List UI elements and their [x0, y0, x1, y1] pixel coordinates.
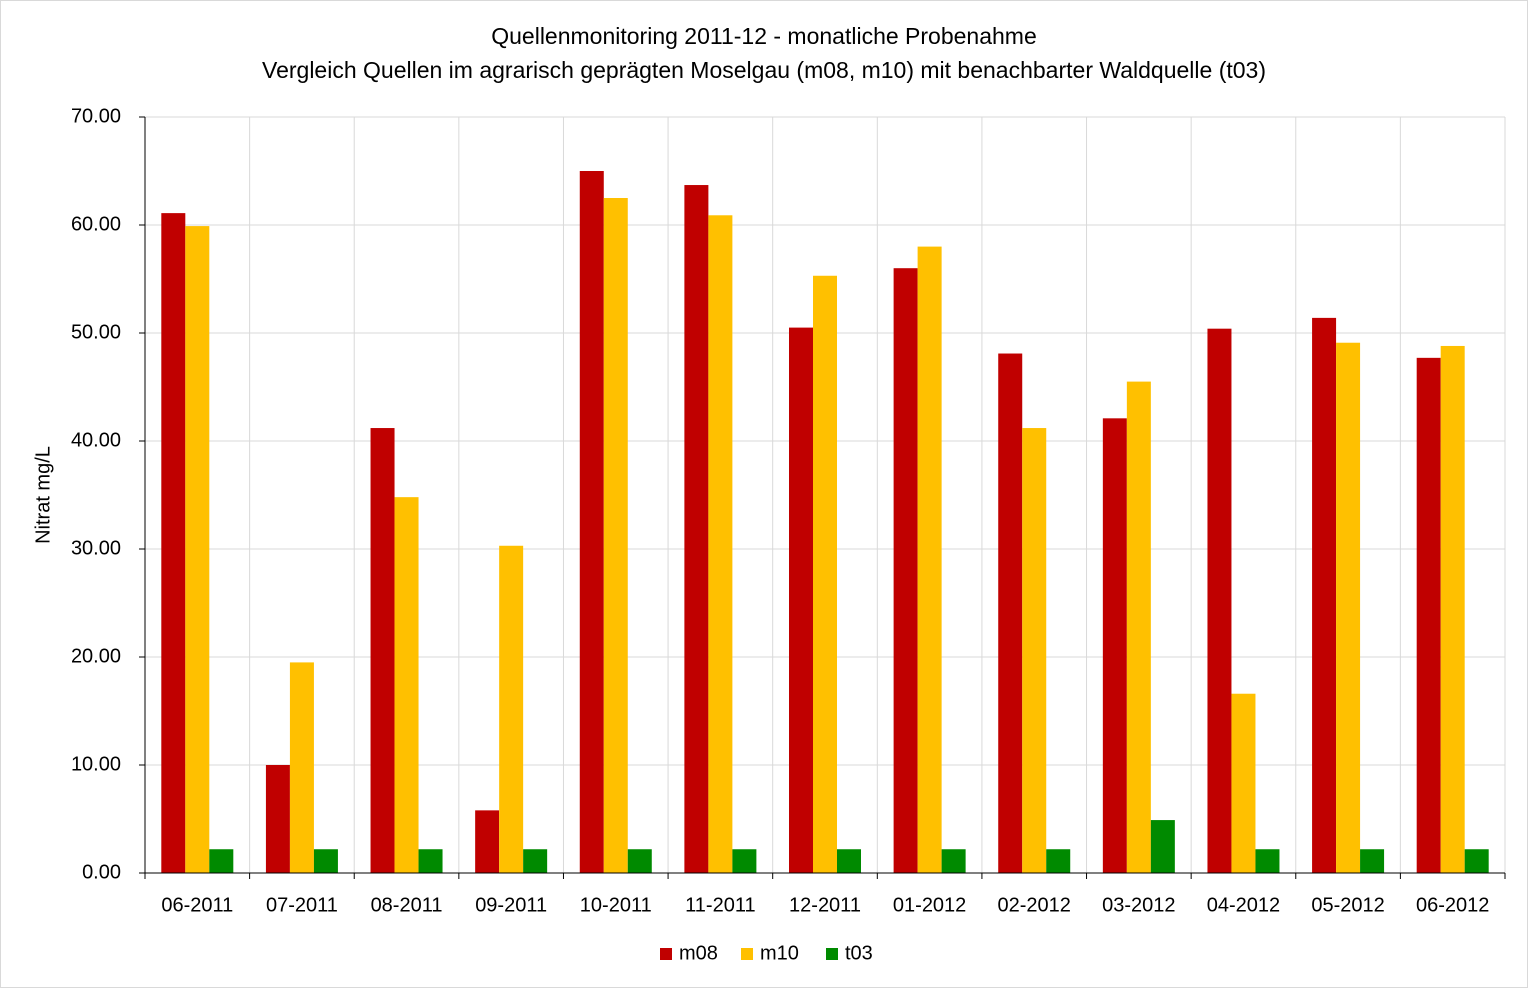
bar: [837, 849, 861, 873]
bar: [499, 545, 524, 873]
x-tick-label: 09-2011: [475, 894, 547, 916]
bar: [185, 226, 210, 873]
y-tick-label: 30.00: [71, 537, 121, 559]
x-tick-label: 04-2012: [1207, 894, 1280, 916]
legend-swatch: [741, 948, 753, 960]
bar: [475, 810, 500, 873]
bar: [941, 849, 966, 873]
bar: [370, 428, 395, 873]
bar: [1336, 342, 1361, 874]
bar: [1464, 849, 1489, 873]
x-tick-label: 05-2012: [1311, 894, 1384, 916]
chart-title: Quellenmonitoring 2011-12 - monatliche P…: [491, 23, 1037, 49]
bar: [1102, 418, 1127, 873]
y-tick-label: 70.00: [71, 105, 121, 127]
chart-subtitle: Vergleich Quellen im agrarisch geprägten…: [262, 57, 1266, 83]
x-tick-label: 07-2011: [266, 894, 338, 916]
bar: [1416, 357, 1441, 874]
bar: [917, 246, 942, 874]
x-tick-label: 06-2012: [1416, 894, 1489, 916]
bar: [394, 497, 419, 873]
y-tick-label: 40.00: [71, 429, 121, 451]
bar: [1255, 849, 1280, 873]
bar: [289, 662, 314, 873]
y-tick-label: 50.00: [71, 321, 121, 343]
bar: [1360, 849, 1385, 873]
y-tick-label: 20.00: [71, 645, 121, 667]
bar: [161, 213, 186, 873]
bar: [998, 353, 1023, 873]
bar: [732, 849, 757, 873]
x-tick-label: 08-2011: [371, 894, 443, 916]
x-tick-label: 12-2011: [789, 894, 861, 916]
x-tick-label: 06-2011: [161, 894, 233, 916]
legend-swatch: [660, 948, 672, 960]
legend-label: t03: [845, 942, 873, 964]
bar: [789, 327, 813, 874]
y-axis-label: Nitrat mg/L: [32, 446, 54, 544]
bar: [265, 765, 290, 873]
bar: [313, 849, 338, 873]
y-tick-label: 0.00: [82, 861, 121, 883]
bar: [523, 849, 548, 873]
y-tick-label: 10.00: [71, 753, 121, 775]
bar: [1231, 693, 1256, 873]
x-tick-label: 02-2012: [998, 894, 1071, 916]
x-tick-label: 10-2011: [580, 894, 652, 916]
y-tick-label: 60.00: [71, 213, 121, 235]
bar: [418, 849, 443, 873]
bar: [1312, 317, 1337, 873]
bar: [684, 185, 709, 874]
x-tick-label: 03-2012: [1102, 894, 1175, 916]
bar: [603, 198, 628, 873]
bar: [209, 849, 234, 873]
bar: [708, 215, 733, 873]
legend-label: m10: [760, 942, 799, 964]
bar: [1207, 328, 1232, 873]
x-tick-label: 01-2012: [893, 894, 966, 916]
bar: [1150, 820, 1175, 873]
bar: [627, 849, 652, 873]
bar: [1046, 849, 1071, 873]
legend-swatch: [826, 948, 838, 960]
bar: [1440, 345, 1465, 874]
bar: [1022, 428, 1047, 873]
bar: [579, 171, 604, 873]
bar: [813, 275, 837, 873]
x-tick-label: 11-2011: [685, 894, 755, 916]
bar: [1126, 381, 1151, 873]
bar: [893, 268, 918, 873]
legend-label: m08: [679, 942, 718, 964]
